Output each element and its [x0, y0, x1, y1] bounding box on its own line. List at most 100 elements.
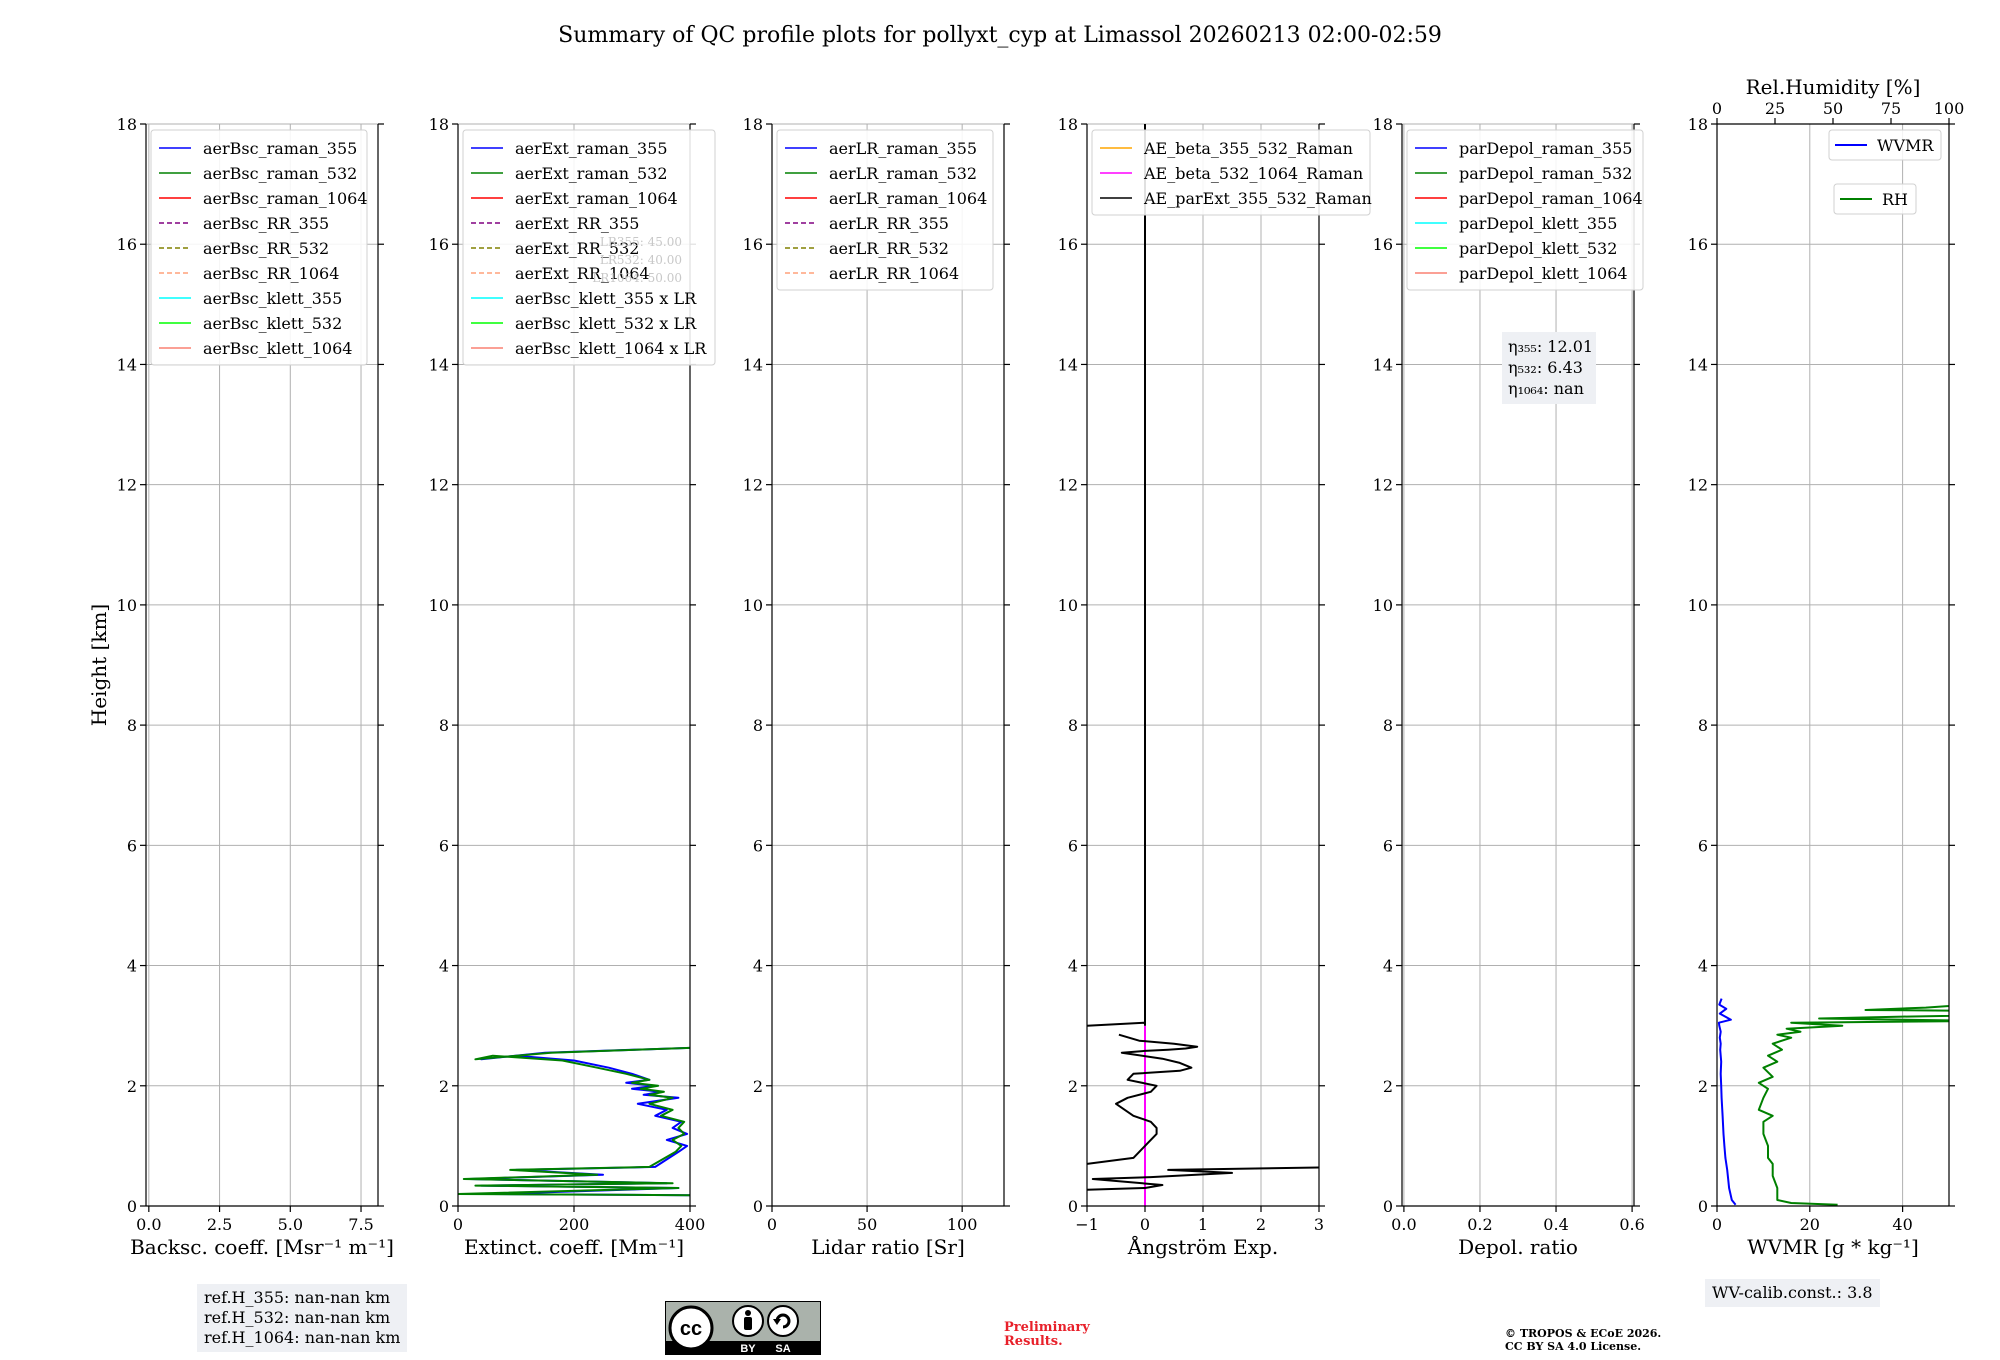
y-tick-label: 12 [429, 476, 449, 495]
copyright-note: © TROPOS & ECoE 2026. CC BY SA 4.0 Licen… [1505, 1327, 1661, 1353]
top-x-tick-label: 75 [1881, 99, 1901, 118]
y-tick-label: 10 [429, 596, 449, 615]
series-group [1087, 124, 1319, 1206]
cc-icon [668, 1305, 714, 1351]
legend-label: aerBsc_klett_355 [203, 289, 342, 308]
copyright-line-1: © TROPOS & ECoE 2026. [1505, 1327, 1662, 1340]
series-line-ae-parext-355-532-raman [1087, 1021, 1146, 1027]
y-tick-label: 12 [1373, 476, 1393, 495]
legend-label: aerBsc_RR_355 [203, 214, 329, 233]
y-tick-label: 10 [743, 596, 763, 615]
legend-label: AE_beta_532_1064_Raman [1143, 164, 1363, 183]
legend-label: aerBsc_klett_532 [203, 314, 342, 333]
top-x-tick-label: 50 [1823, 99, 1843, 118]
y-tick-label: 14 [1373, 355, 1393, 374]
y-tick-label: 0 [439, 1197, 449, 1216]
x-tick-label: 0.2 [1467, 1215, 1492, 1234]
x-axis-label: Ångström Exp. [1127, 1234, 1278, 1259]
legend-box [150, 129, 368, 366]
top-x-axis-label: Rel.Humidity [%] [1746, 75, 1921, 99]
legend-label: parDepol_klett_1064 [1459, 264, 1628, 283]
y-tick-label: 2 [753, 1077, 763, 1096]
panel-5: 0 2 4 6 8 10 12 14 16 18 0.0 0.2 0.4 0.6 Depol. ratio p… [1373, 115, 1645, 1259]
y-tick-label: 4 [753, 957, 763, 976]
x-tick-label: 40 [1892, 1215, 1912, 1234]
legend-label: aerBsc_klett_1064 x LR [515, 339, 707, 358]
legend-label: aerExt_raman_1064 [515, 189, 678, 208]
y-tick-label: 18 [743, 115, 763, 134]
preliminary-line-2: Results. [1004, 1334, 1063, 1349]
x-tick-label: 2.5 [207, 1215, 232, 1234]
y-tick-label: 6 [127, 836, 137, 855]
legend-label: aerBsc_klett_532 x LR [515, 314, 697, 333]
legend-box [1091, 129, 1371, 216]
legend-label: parDepol_klett_532 [1459, 239, 1617, 258]
y-tick-label: 18 [117, 115, 137, 134]
top-x-tick-label: 100 [1934, 99, 1965, 118]
y-tick-label: 2 [439, 1077, 449, 1096]
legend-label: aerExt_RR_1064 [515, 264, 650, 283]
y-tick-label: 16 [1058, 235, 1078, 254]
legend-label: parDepol_raman_532 [1459, 164, 1632, 183]
x-tick-label: 50 [857, 1215, 877, 1234]
y-tick-label: 10 [117, 596, 137, 615]
y-tick-label: 14 [743, 355, 763, 374]
y-tick-label: 4 [1383, 957, 1393, 976]
legend-label: aerExt_raman_355 [515, 139, 668, 158]
y-tick-label: 0 [753, 1197, 763, 1216]
series-line-aerext-raman-532 [458, 1046, 690, 1197]
legend-label: RH [1882, 190, 1908, 209]
y-tick-label: 12 [1688, 476, 1708, 495]
legend: aerLR_raman_355 aerLR_raman_532 aerLR_rama… [776, 129, 994, 291]
y-tick-label: 14 [429, 355, 449, 374]
y-tick-label: 12 [743, 476, 763, 495]
x-tick-label: 0.4 [1543, 1215, 1568, 1234]
lr-annotation: LR532: 40.00 [600, 253, 682, 267]
legend-box [776, 129, 994, 291]
y-tick-label: 2 [127, 1077, 137, 1096]
y-tick-label: 8 [753, 716, 763, 735]
x-tick-label: 400 [675, 1215, 706, 1234]
legend-label: aerBsc_RR_532 [203, 239, 329, 258]
y-tick-label: 0 [1383, 1197, 1393, 1216]
eta-value: η₃₅₅: 12.01 [1508, 337, 1593, 356]
y-tick-label: 8 [1698, 716, 1708, 735]
y-tick-label: 6 [753, 836, 763, 855]
series-group [458, 1046, 690, 1197]
x-tick-label: 2 [1256, 1215, 1266, 1234]
y-tick-label: 16 [1373, 235, 1393, 254]
preliminary-results-note: Preliminary Results. [1004, 1321, 1090, 1349]
lr-annotation: LR1064: 50.00 [592, 271, 682, 285]
y-tick-label: 4 [1068, 957, 1078, 976]
legend-label: aerLR_RR_1064 [829, 264, 959, 283]
y-tick-label: 8 [439, 716, 449, 735]
top-x-tick-label: 0 [1712, 99, 1722, 118]
legend-label: aerLR_raman_532 [829, 164, 977, 183]
y-tick-label: 10 [1688, 596, 1708, 615]
sa-share-icon [767, 1305, 799, 1337]
y-tick-label: 8 [1383, 716, 1393, 735]
y-tick-label: 8 [1068, 716, 1078, 735]
legend-label: aerLR_raman_1064 [829, 189, 987, 208]
eta-box-bg [1502, 332, 1596, 404]
series-group [1717, 998, 1949, 1206]
legend-label: aerBsc_klett_355 x LR [515, 289, 697, 308]
top-x-tick-label: 25 [1765, 99, 1785, 118]
y-tick-label: 2 [1698, 1077, 1708, 1096]
legend-label: aerBsc_raman_355 [203, 139, 357, 158]
legend-label: aerBsc_klett_1064 [203, 339, 352, 358]
x-tick-label: 0 [767, 1215, 777, 1234]
y-tick-label: 16 [1688, 235, 1708, 254]
legend-label: AE_parExt_355_532_Raman [1143, 189, 1372, 208]
series-line-ae-parext-355-532-raman [1087, 1166, 1319, 1191]
ref-height-532: ref.H_532: nan-nan km [204, 1308, 391, 1327]
legend: parDepol_raman_355 parDepol_raman_532 parD… [1406, 129, 1644, 291]
legend-label: aerLR_raman_355 [829, 139, 977, 158]
ref-height-1064: ref.H_1064: nan-nan km [204, 1328, 401, 1347]
copyright-line-2: CC BY SA 4.0 License. [1505, 1340, 1642, 1353]
x-tick-label: 0 [453, 1215, 463, 1234]
